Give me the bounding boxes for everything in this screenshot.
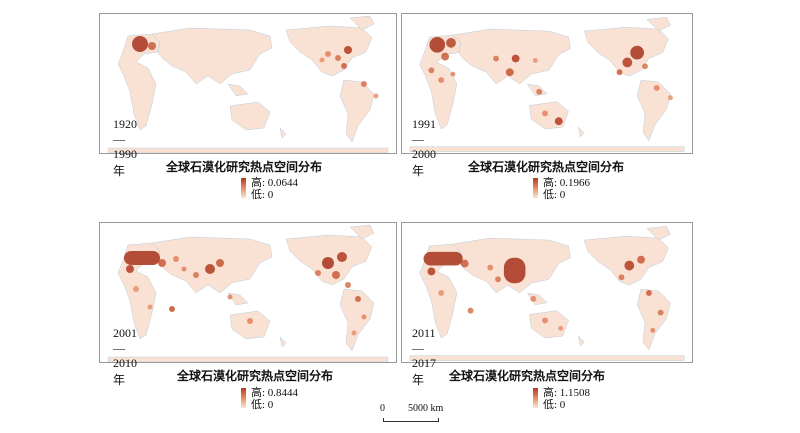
hotspots [124, 251, 367, 336]
legend-high: 高: 0.0644 [251, 177, 299, 189]
world-map [409, 17, 685, 152]
legend-high: 高: 0.8444 [251, 387, 299, 399]
map-frame [401, 13, 693, 154]
period-label: 2001—2010年 [113, 326, 137, 387]
map-title: 全球石漠化研究热点空间分布 [165, 160, 322, 174]
world-map [107, 224, 389, 362]
legend-low: 低: 0 [251, 189, 274, 201]
land [107, 15, 389, 153]
legend-low: 低: 0 [543, 399, 566, 411]
map-title: 全球石漠化研究热点空间分布 [448, 369, 605, 383]
hotspots [132, 36, 379, 99]
map-frame [99, 222, 397, 363]
map-frame [99, 13, 397, 154]
land [409, 226, 685, 361]
period-label: 2011—2017年 [412, 326, 436, 387]
map-title: 全球石漠化研究热点空间分布 [176, 369, 333, 383]
map-title: 全球石漠化研究热点空间分布 [467, 160, 624, 174]
legend-color-ramp [241, 388, 246, 408]
period-label: 1920—1990年 [113, 117, 137, 178]
land [409, 17, 685, 152]
scale-start: 0 [380, 403, 385, 414]
hotspots [428, 36, 673, 126]
legend-low: 低: 0 [251, 399, 274, 411]
legend: 高: 0.0644 低: 0 [241, 177, 321, 203]
legend-high: 高: 1.1508 [543, 387, 591, 399]
world-map [409, 226, 685, 361]
hotspots [423, 251, 664, 333]
land [107, 224, 389, 362]
legend-color-ramp [241, 178, 246, 198]
legend-color-ramp [533, 388, 538, 408]
legend: 高: 0.8444 低: 0 [241, 387, 321, 413]
legend-color-ramp [533, 178, 538, 198]
scale-line [383, 418, 439, 422]
map-frame [401, 222, 693, 363]
scale-end: 5000 km [408, 403, 444, 414]
period-label: 1991—2000年 [412, 117, 436, 178]
legend-high: 高: 0.1966 [543, 177, 591, 189]
legend: 高: 0.1966 低: 0 [533, 177, 613, 203]
world-map [107, 15, 389, 153]
legend: 高: 1.1508 低: 0 [533, 387, 613, 413]
legend-low: 低: 0 [543, 189, 566, 201]
scale-bar: 0 5000 km [378, 403, 468, 431]
